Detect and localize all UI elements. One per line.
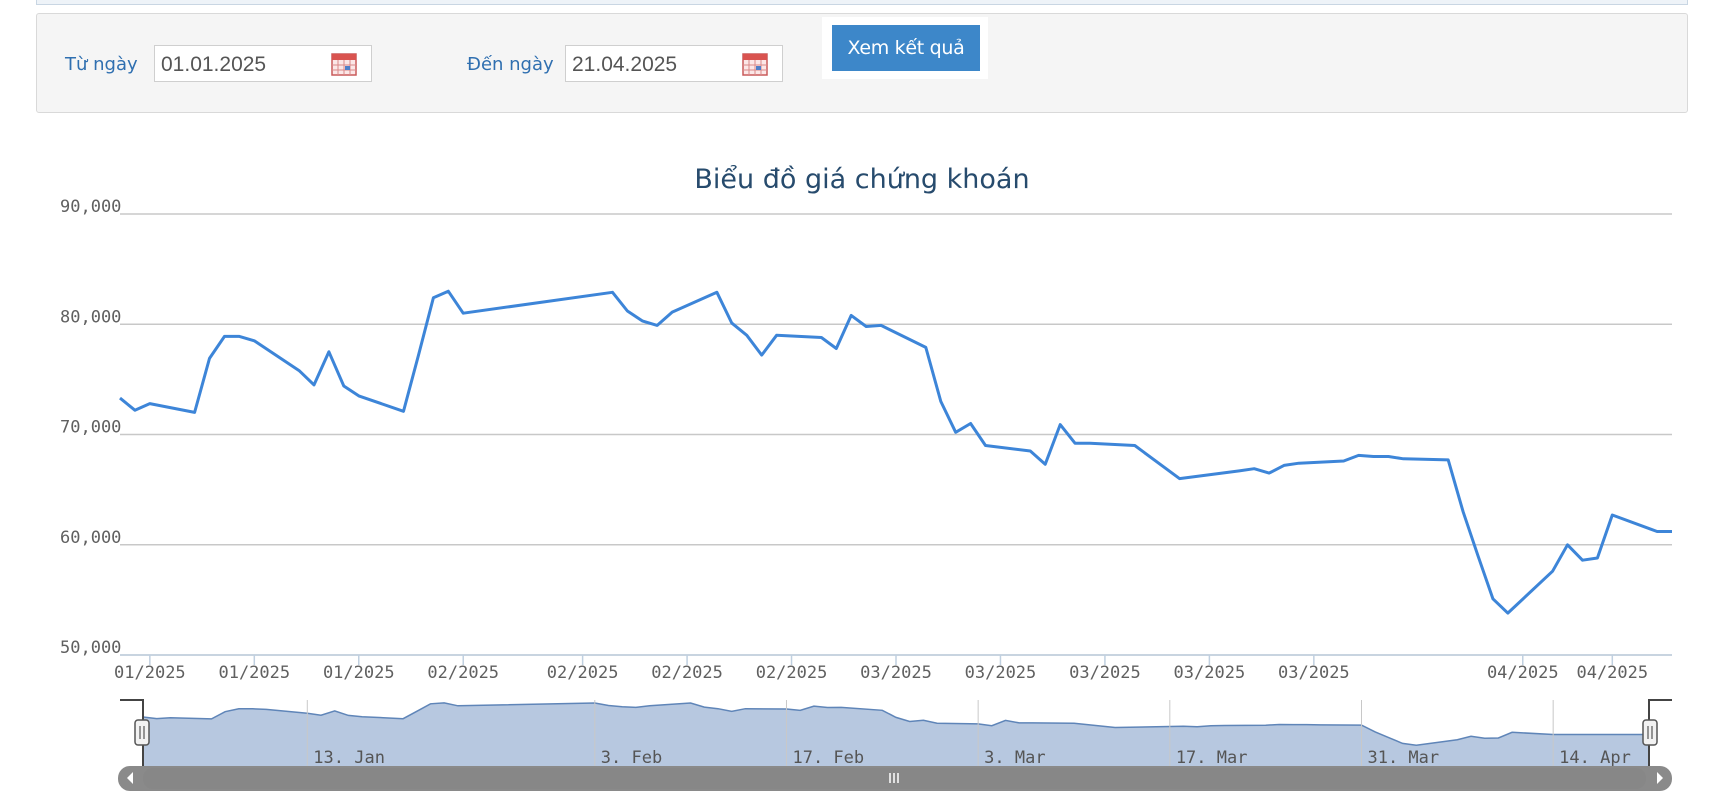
x-tick-label: 04/2025: [1576, 663, 1648, 683]
to-date-value: 21.04.2025: [572, 53, 678, 76]
x-tick-label: 03/2025: [965, 663, 1037, 683]
from-date-label: Từ ngày: [65, 54, 138, 75]
navigator-line: [142, 702, 1649, 746]
scrollbar[interactable]: [118, 766, 1672, 791]
navigator-right-handle[interactable]: [1642, 719, 1658, 746]
view-results-button[interactable]: Xem kết quả: [832, 25, 980, 71]
from-date-field[interactable]: 01.01.2025: [154, 45, 372, 82]
navigator-left-handle[interactable]: [134, 719, 150, 746]
navigator-date-label: 13. Jan: [313, 748, 385, 768]
navigator[interactable]: 13. Jan 3. Feb 17. Feb 3. Mar 17. Mar 31. Mar…: [120, 699, 1672, 768]
to-date-field[interactable]: 21.04.2025: [565, 45, 783, 82]
x-tick-label: 03/2025: [1069, 663, 1141, 683]
y-tick-label: 80,000: [60, 307, 121, 327]
x-tick-label: 01/2025: [323, 663, 395, 683]
to-date-label: Đến ngày: [467, 54, 554, 75]
navigator-date-label: 31. Mar: [1367, 748, 1439, 768]
navigator-date-label: 17. Feb: [792, 748, 864, 768]
chart-title: Biểu đồ giá chứng khoán: [694, 164, 1029, 195]
x-tick-label: 02/2025: [427, 663, 499, 683]
scroll-left-arrow-icon[interactable]: [127, 772, 133, 784]
navigator-date-label: 17. Mar: [1176, 748, 1248, 768]
y-tick-label: 50,000: [60, 638, 121, 658]
navigator-area: [143, 702, 1649, 766]
grid-lines: [120, 213, 1672, 656]
navigator-date-label: 3. Mar: [984, 748, 1045, 768]
x-axis: 01/2025 01/2025 01/2025 02/2025 02/2025 02/20…: [114, 655, 1648, 683]
x-tick-label: 03/2025: [1174, 663, 1246, 683]
x-tick-label: 03/2025: [860, 663, 932, 683]
price-series-line: [119, 289, 1672, 615]
x-tick-label: 02/2025: [756, 663, 828, 683]
navigator-date-label: 3. Feb: [601, 748, 662, 768]
x-tick-label: 01/2025: [114, 663, 186, 683]
scroll-right-arrow-icon[interactable]: [1657, 772, 1663, 784]
x-tick-label: 02/2025: [651, 663, 723, 683]
x-tick-label: 02/2025: [547, 663, 619, 683]
top-strip: [36, 0, 1688, 5]
calendar-icon[interactable]: [742, 52, 768, 76]
navigator-date-label: 14. Apr: [1559, 748, 1631, 768]
scrollbar-grip-icon: [889, 773, 899, 783]
y-tick-label: 70,000: [60, 418, 121, 438]
x-tick-label: 01/2025: [218, 663, 290, 683]
navigator-labels: 13. Jan 3. Feb 17. Feb 3. Mar 17. Mar 31. Mar…: [313, 748, 1631, 768]
navigator-grid: [306, 700, 1554, 766]
from-date-value: 01.01.2025: [161, 53, 267, 76]
x-tick-label: 04/2025: [1487, 663, 1559, 683]
x-tick-label: 03/2025: [1278, 663, 1350, 683]
y-axis: 90,000 80,000 70,000 60,000 50,000: [60, 197, 121, 658]
y-tick-label: 90,000: [60, 197, 121, 217]
calendar-icon[interactable]: [331, 52, 357, 76]
y-tick-label: 60,000: [60, 528, 121, 548]
